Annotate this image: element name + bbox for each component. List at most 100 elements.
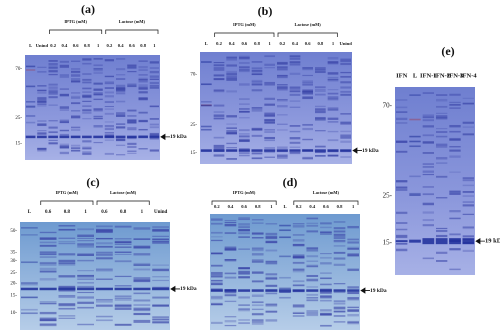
band: [251, 271, 264, 274]
band: [422, 119, 434, 122]
band: [347, 292, 359, 294]
band: [116, 115, 126, 117]
band: [306, 293, 319, 296]
band: [224, 219, 237, 222]
band: [278, 289, 292, 292]
band: [213, 144, 225, 147]
band: [264, 121, 275, 124]
band: [327, 56, 339, 60]
band: [239, 98, 250, 100]
band: [251, 280, 264, 283]
band: [251, 319, 264, 321]
band: [213, 149, 225, 152]
band: [116, 123, 126, 125]
band: [133, 308, 151, 312]
band: [133, 307, 151, 310]
band: [224, 222, 237, 224]
band: [279, 236, 291, 239]
band: [409, 145, 421, 148]
band: [152, 235, 169, 237]
band: [306, 310, 319, 313]
band: [449, 192, 461, 195]
band: [104, 132, 114, 134]
band: [149, 70, 159, 74]
band: [149, 105, 159, 108]
band: [77, 278, 94, 280]
band: [264, 131, 275, 133]
band: [114, 253, 132, 255]
band: [224, 249, 237, 251]
arrow-label: 19 kDa: [170, 134, 187, 140]
band: [306, 314, 319, 317]
band: [333, 321, 346, 323]
band: [292, 261, 305, 264]
band: [37, 135, 47, 139]
band: [93, 72, 103, 74]
band: [149, 132, 159, 135]
band: [315, 146, 326, 148]
band: [315, 112, 326, 114]
band: [340, 113, 351, 115]
band: [104, 125, 114, 128]
lane-label: 1: [332, 41, 335, 46]
band: [71, 147, 81, 150]
band: [211, 295, 223, 299]
band: [396, 99, 408, 101]
band: [26, 69, 36, 71]
band: [302, 138, 313, 141]
band: [292, 239, 305, 242]
marker-label: 15-: [10, 294, 17, 299]
band: [96, 257, 113, 260]
band: [201, 125, 212, 128]
band: [127, 137, 137, 140]
band: [96, 319, 113, 322]
band: [138, 80, 148, 83]
band: [48, 66, 58, 68]
arrow: [170, 285, 180, 293]
band: [238, 308, 250, 311]
band: [211, 275, 223, 278]
band: [265, 262, 278, 265]
lane-label: 0.6: [45, 210, 52, 215]
band: [347, 321, 359, 325]
band: [71, 92, 81, 94]
band: [138, 90, 148, 94]
band: [422, 203, 434, 206]
band: [224, 320, 237, 323]
band: [396, 243, 408, 245]
arrow: [360, 287, 370, 294]
band: [320, 324, 332, 327]
band: [21, 234, 38, 236]
band: [211, 304, 223, 306]
band: [320, 231, 332, 234]
band: [114, 275, 132, 278]
band: [462, 191, 474, 193]
band: [37, 66, 47, 68]
arrow-label: 19 kDa: [370, 288, 387, 294]
band: [289, 125, 301, 127]
band: [239, 62, 250, 64]
band: [211, 271, 223, 274]
band: [302, 156, 313, 159]
band: [104, 112, 114, 115]
band: [82, 100, 92, 102]
band: [396, 212, 408, 215]
band: [277, 129, 288, 131]
gel-panel: (c) L 0.6 0.8 1 0.6 0.8 1 Unind IPTG (mM) Lactose …: [10, 175, 197, 330]
band: [239, 155, 250, 157]
band: [340, 90, 351, 93]
band: [149, 135, 160, 139]
band: [93, 141, 103, 144]
lane-label: 0.8: [64, 210, 71, 215]
band: [462, 97, 474, 99]
band: [264, 137, 275, 139]
band: [116, 92, 126, 95]
band: [333, 306, 346, 309]
band: [226, 72, 237, 75]
lane-label: Unind: [154, 210, 168, 215]
band: [149, 86, 159, 89]
band: [239, 55, 250, 58]
band: [213, 78, 225, 81]
band: [292, 234, 305, 236]
